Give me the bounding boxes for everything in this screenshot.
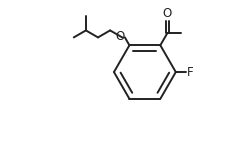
Text: O: O bbox=[115, 30, 124, 43]
Text: O: O bbox=[163, 6, 172, 20]
Text: F: F bbox=[187, 66, 194, 79]
